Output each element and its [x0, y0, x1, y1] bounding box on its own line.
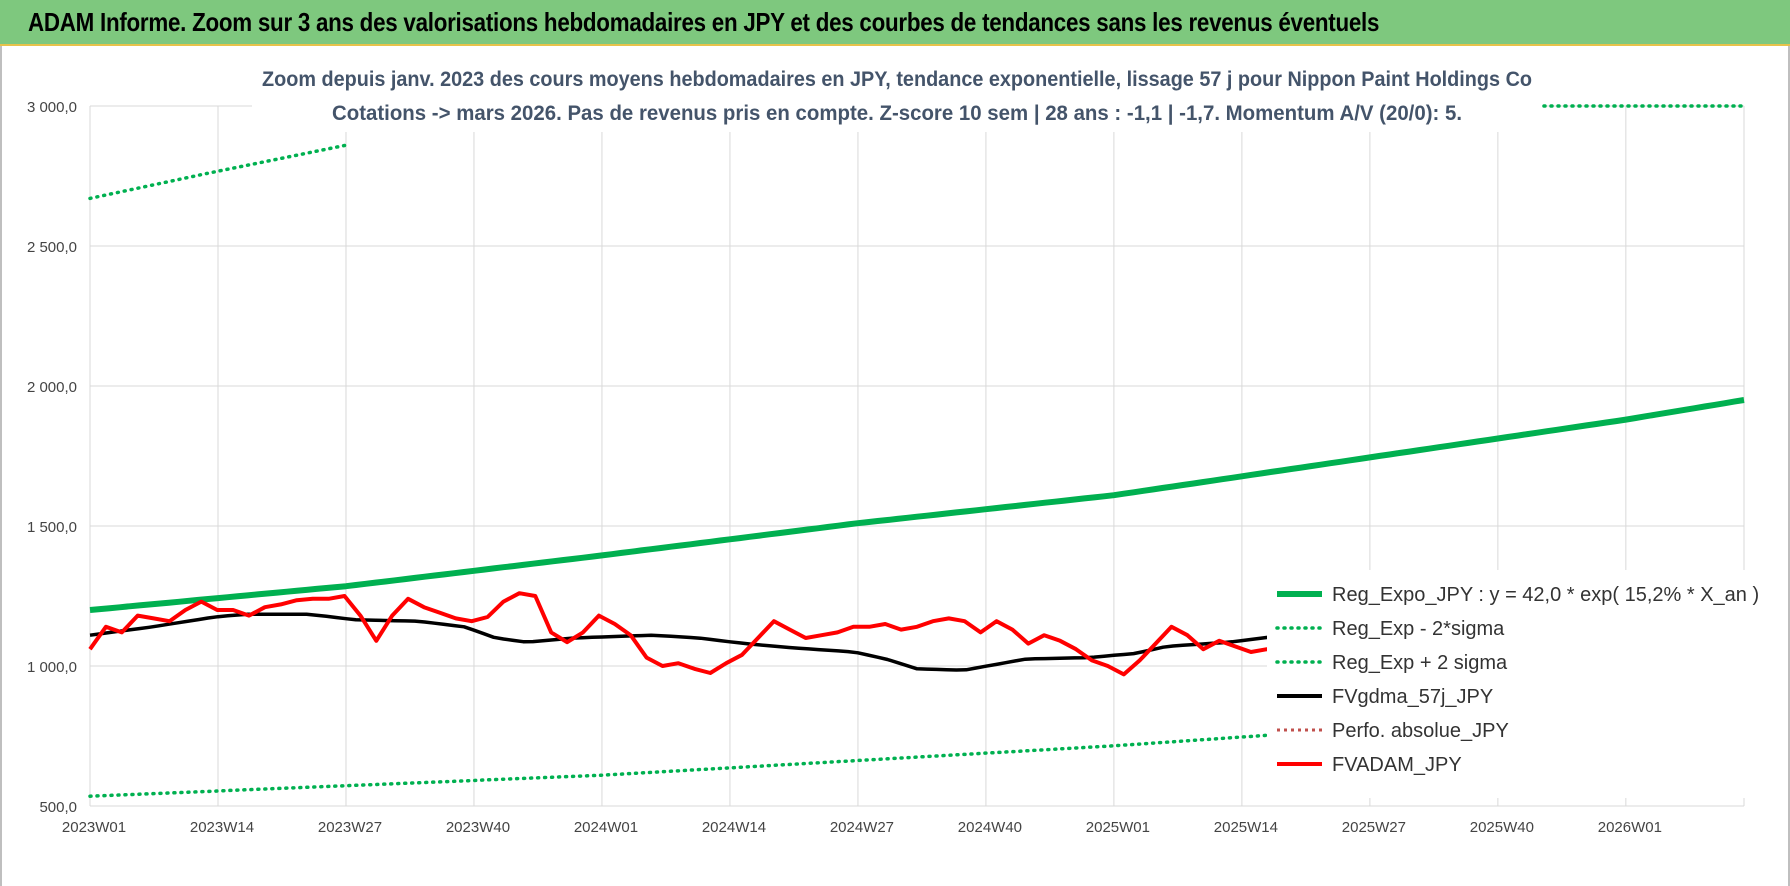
y-tick-label: 500,0: [39, 799, 77, 816]
x-tick-label: 2026W01: [1598, 819, 1662, 836]
y-tick-label: 1 500,0: [27, 519, 77, 536]
x-tick-label: 2025W27: [1342, 819, 1406, 836]
legend-label: Reg_Expo_JPY : y = 42,0 * exp( 15,2% * X…: [1332, 584, 1759, 606]
x-axis-ticks: 2023W01 2023W14 2023W27 2023W40 2024W01 2024W…: [62, 819, 1662, 836]
x-tick-label: 2024W01: [574, 819, 638, 836]
y-axis-ticks: 500,0 1 000,0 1 500,0 2 000,0 2 500,0 3 000,0: [27, 99, 77, 816]
x-tick-label: 2025W40: [1470, 819, 1534, 836]
y-tick-label: 1 000,0: [27, 659, 77, 676]
series-reg-plus-2sigma: [88, 143, 348, 201]
legend-backdrop: [1267, 570, 1747, 798]
x-tick-label: 2024W40: [958, 819, 1022, 836]
legend-label: Reg_Exp - 2*sigma: [1332, 618, 1505, 640]
y-tick-label: 2 500,0: [27, 239, 77, 256]
chart-subtitle-line-1: Zoom depuis janv. 2023 des cours moyens …: [262, 68, 1532, 91]
y-tick-label: 3 000,0: [27, 99, 77, 116]
legend-label: FVADAM_JPY: [1332, 754, 1462, 776]
x-tick-label: 2024W14: [702, 819, 766, 836]
x-tick-label: 2023W27: [318, 819, 382, 836]
legend-label: Perfo. absolue_JPY: [1332, 720, 1509, 742]
y-tick-label: 2 000,0: [27, 379, 77, 396]
chart-subtitle-line-2: Cotations -> mars 2026. Pas de revenus p…: [332, 102, 1462, 125]
x-tick-label: 2025W01: [1086, 819, 1150, 836]
x-tick-label: 2025W14: [1214, 819, 1278, 836]
banner: ADAM Informe. Zoom sur 3 ans des valoris…: [0, 0, 1790, 46]
series-reg-expo: [89, 397, 1745, 613]
x-tick-label: 2023W40: [446, 819, 510, 836]
title-backdrop: [252, 56, 1542, 132]
banner-title: ADAM Informe. Zoom sur 3 ans des valoris…: [28, 7, 1380, 37]
x-tick-label: 2023W01: [62, 819, 126, 836]
chart-frame: Reg_Expo_JPY : y = 42,0 * exp( 15,2% * X…: [0, 46, 1790, 886]
x-tick-label: 2024W27: [830, 819, 894, 836]
legend: Reg_Expo_JPY : y = 42,0 * exp( 15,2% * X…: [1275, 584, 1759, 776]
x-tick-label: 2023W14: [190, 819, 254, 836]
legend-label: FVgdma_57j_JPY: [1332, 686, 1493, 708]
chart: Reg_Expo_JPY : y = 42,0 * exp( 15,2% * X…: [27, 56, 1759, 836]
legend-label: Reg_Exp + 2 sigma: [1332, 652, 1508, 674]
